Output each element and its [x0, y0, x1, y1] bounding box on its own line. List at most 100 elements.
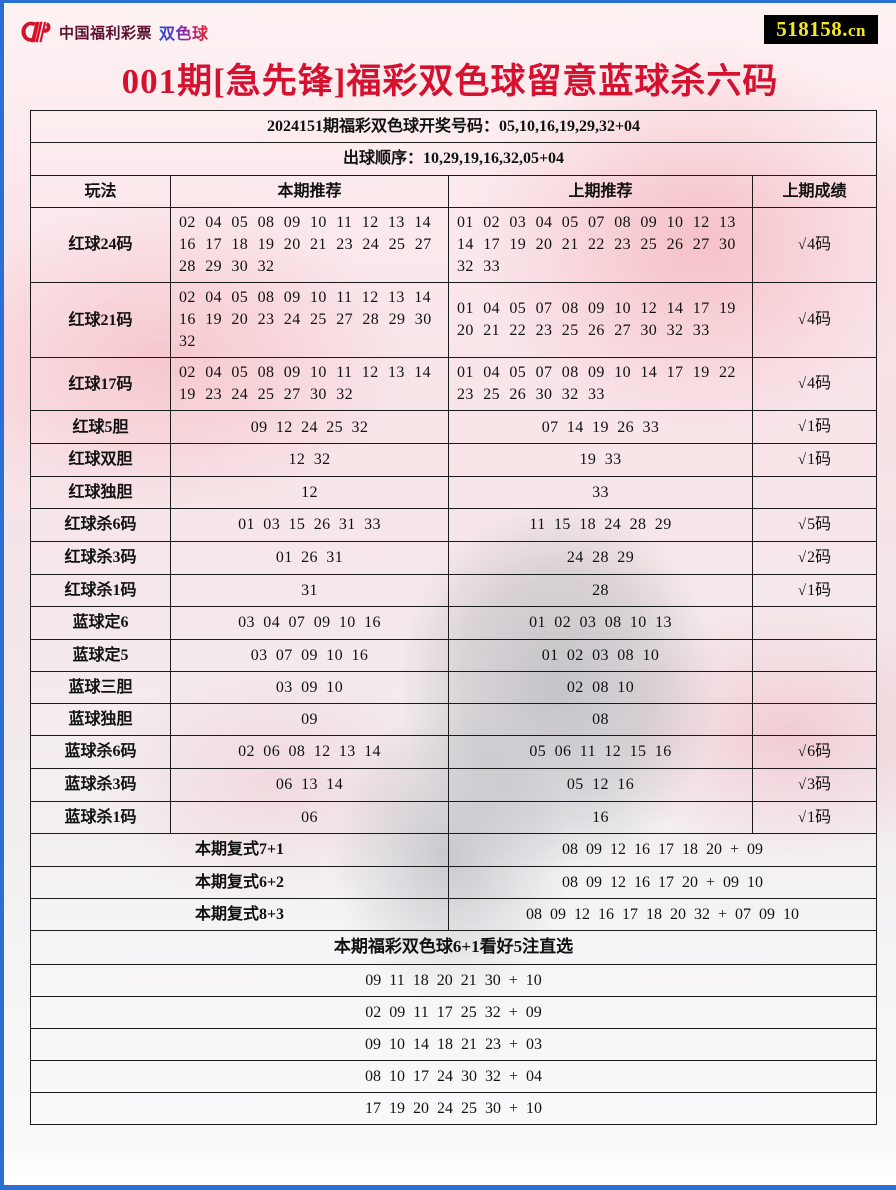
cell-play-type: 红球杀1码	[30, 573, 171, 608]
check-icon: √	[797, 376, 807, 393]
column-header-row: 玩法 本期推荐 上期推荐 上期成绩	[30, 174, 877, 208]
brand-logo: 中国福利彩票 双色球	[18, 17, 209, 47]
check-icon: √	[797, 776, 807, 793]
result-count-label: 3码	[807, 775, 832, 793]
cell-current-numbers: 06	[170, 800, 449, 835]
cell-previous-numbers: 08	[448, 702, 753, 737]
pick-row: 09 10 14 18 21 23 + 03	[30, 1027, 877, 1062]
picks-heading-row: 本期福彩双色球6+1看好5注直选	[30, 929, 877, 965]
result-count-label: 1码	[807, 581, 832, 599]
check-icon: √	[797, 549, 807, 566]
cell-play-type: 红球双胆	[30, 443, 171, 477]
brand-game-label: 双色球	[159, 20, 209, 44]
header-current-rec: 本期推荐	[170, 174, 449, 208]
table-row: 红球杀3码 01 26 31 24 28 29 √2码	[30, 540, 877, 575]
cell-previous-result: √1码	[752, 800, 877, 835]
cell-previous-numbers: 07 14 19 26 33	[448, 410, 753, 445]
pick-row: 09 11 18 20 21 30 + 10	[30, 963, 877, 997]
prediction-table-wrap: 2024151期福彩双色球开奖号码：05,10,16,19,29,32+04 出…	[4, 110, 896, 1126]
cell-current-numbers: 01 26 31	[170, 540, 449, 575]
pick-numbers: 17 19 20 24 25 30 + 10	[30, 1092, 877, 1126]
pick-numbers: 09 11 18 20 21 30 + 10	[30, 963, 877, 997]
cell-current-numbers: 09	[170, 702, 449, 737]
page-title: 001期[急先锋]福彩双色球留意蓝球杀六码	[121, 62, 779, 101]
cell-previous-numbers: 01 04 05 07 08 09 10 14 17 19 22 23 25 2…	[448, 357, 753, 412]
check-icon: √	[797, 312, 807, 329]
compound-row: 本期复式8+3 08 09 12 16 17 18 20 32 + 07 09 1…	[30, 897, 877, 931]
pick-numbers: 09 10 14 18 21 23 + 03	[30, 1027, 877, 1062]
cell-current-numbers: 03 09 10	[170, 670, 449, 704]
picks-heading: 本期福彩双色球6+1看好5注直选	[30, 929, 877, 965]
cell-previous-result: √4码	[752, 357, 877, 412]
cell-previous-result: √1码	[752, 443, 877, 477]
table-row: 蓝球杀1码 06 16 √1码	[30, 800, 877, 835]
cell-play-type: 蓝球独胆	[30, 702, 171, 737]
table-row: 蓝球杀6码 02 06 08 12 13 14 05 06 11 12 15 16 √…	[30, 735, 877, 769]
cell-current-numbers: 01 03 15 26 31 33	[170, 508, 449, 542]
cell-previous-result: √4码	[752, 281, 877, 359]
table-row: 红球5胆 09 12 24 25 32 07 14 19 26 33 √1码	[30, 410, 877, 445]
table-row: 红球17码 02 04 05 08 09 10 11 12 13 14 19 23…	[30, 357, 877, 412]
cell-play-type: 红球独胆	[30, 475, 171, 510]
table-row: 红球21码 02 04 05 08 09 10 11 12 13 14 16 19…	[30, 281, 877, 359]
cell-play-type: 红球17码	[30, 357, 171, 412]
header-previous-rec: 上期推荐	[448, 174, 753, 208]
result-count-label: 1码	[807, 418, 832, 436]
cell-previous-result: √6码	[752, 735, 877, 769]
cell-previous-numbers: 05 06 11 12 15 16	[448, 735, 753, 769]
cell-play-type: 蓝球三胆	[30, 670, 171, 704]
cell-play-type: 红球21码	[30, 281, 171, 359]
table-row: 红球独胆 12 33	[30, 475, 877, 510]
table-body: 2024151期福彩双色球开奖号码：05,10,16,19,29,32+04 出…	[30, 110, 877, 1126]
pick-numbers: 02 09 11 17 25 32 + 09	[30, 995, 877, 1029]
prediction-table: 2024151期福彩双色球开奖号码：05,10,16,19,29,32+04 出…	[30, 110, 877, 1126]
result-count-label: 1码	[807, 451, 832, 469]
cell-current-numbers: 12 32	[170, 443, 449, 477]
compound-numbers: 08 09 12 16 17 20 + 09 10	[448, 865, 877, 899]
cell-previous-result	[752, 475, 877, 510]
table-row: 蓝球三胆 03 09 10 02 08 10	[30, 670, 877, 704]
table-row: 蓝球定5 03 07 09 10 16 01 02 03 08 10	[30, 638, 877, 672]
cell-previous-numbers: 16	[448, 800, 753, 835]
china-welfare-lottery-logo-icon	[18, 17, 52, 47]
pick-row: 02 09 11 17 25 32 + 09	[30, 995, 877, 1029]
site-name-label: 518158.	[776, 17, 848, 41]
check-icon: √	[797, 452, 807, 469]
cell-play-type: 红球5胆	[30, 410, 171, 445]
table-row: 蓝球独胆 09 08	[30, 702, 877, 737]
result-count-label: 5码	[807, 516, 832, 534]
cell-previous-result: √1码	[752, 410, 877, 445]
cell-play-type: 蓝球杀3码	[30, 767, 171, 802]
table-row: 红球24码 02 04 05 08 09 10 11 12 13 14 16 17…	[30, 206, 877, 283]
cell-current-numbers: 31	[170, 573, 449, 608]
cell-previous-result: √5码	[752, 508, 877, 542]
cell-previous-numbers: 02 08 10	[448, 670, 753, 704]
table-row: 蓝球定6 03 04 07 09 10 16 01 02 03 08 10 13	[30, 606, 877, 640]
winning-numbers-text: 2024151期福彩双色球开奖号码：05,10,16,19,29,32+04	[30, 110, 877, 144]
cell-previous-numbers: 01 02 03 08 10	[448, 638, 753, 672]
check-icon: √	[797, 236, 807, 253]
result-count-label: 1码	[807, 808, 832, 826]
compound-row: 本期复式7+1 08 09 12 16 17 18 20 + 09	[30, 833, 877, 867]
compound-numbers: 08 09 12 16 17 18 20 + 09	[448, 833, 877, 867]
cell-previous-result: √3码	[752, 767, 877, 802]
ball-order-row: 出球顺序：10,29,19,16,32,05+04	[30, 142, 877, 176]
result-count-label: 4码	[807, 235, 832, 253]
check-icon: √	[797, 419, 807, 436]
cell-previous-numbers: 28	[448, 573, 753, 608]
cell-previous-result: √1码	[752, 573, 877, 608]
cell-play-type: 红球杀6码	[30, 508, 171, 542]
cell-previous-result	[752, 638, 877, 672]
cell-previous-result	[752, 606, 877, 640]
result-count-label: 6码	[807, 743, 832, 761]
cell-play-type: 蓝球定5	[30, 638, 171, 672]
cell-current-numbers: 12	[170, 475, 449, 510]
compound-row: 本期复式6+2 08 09 12 16 17 20 + 09 10	[30, 865, 877, 899]
result-count-label: 4码	[807, 311, 832, 329]
site-tld-label: cn	[848, 21, 866, 40]
site-watermark-badge: 518158.cn	[764, 15, 878, 45]
table-row: 红球杀1码 31 28 √1码	[30, 573, 877, 608]
cell-previous-numbers: 24 28 29	[448, 540, 753, 575]
cell-current-numbers: 09 12 24 25 32	[170, 410, 449, 445]
ball-order-text: 出球顺序：10,29,19,16,32,05+04	[30, 142, 877, 176]
